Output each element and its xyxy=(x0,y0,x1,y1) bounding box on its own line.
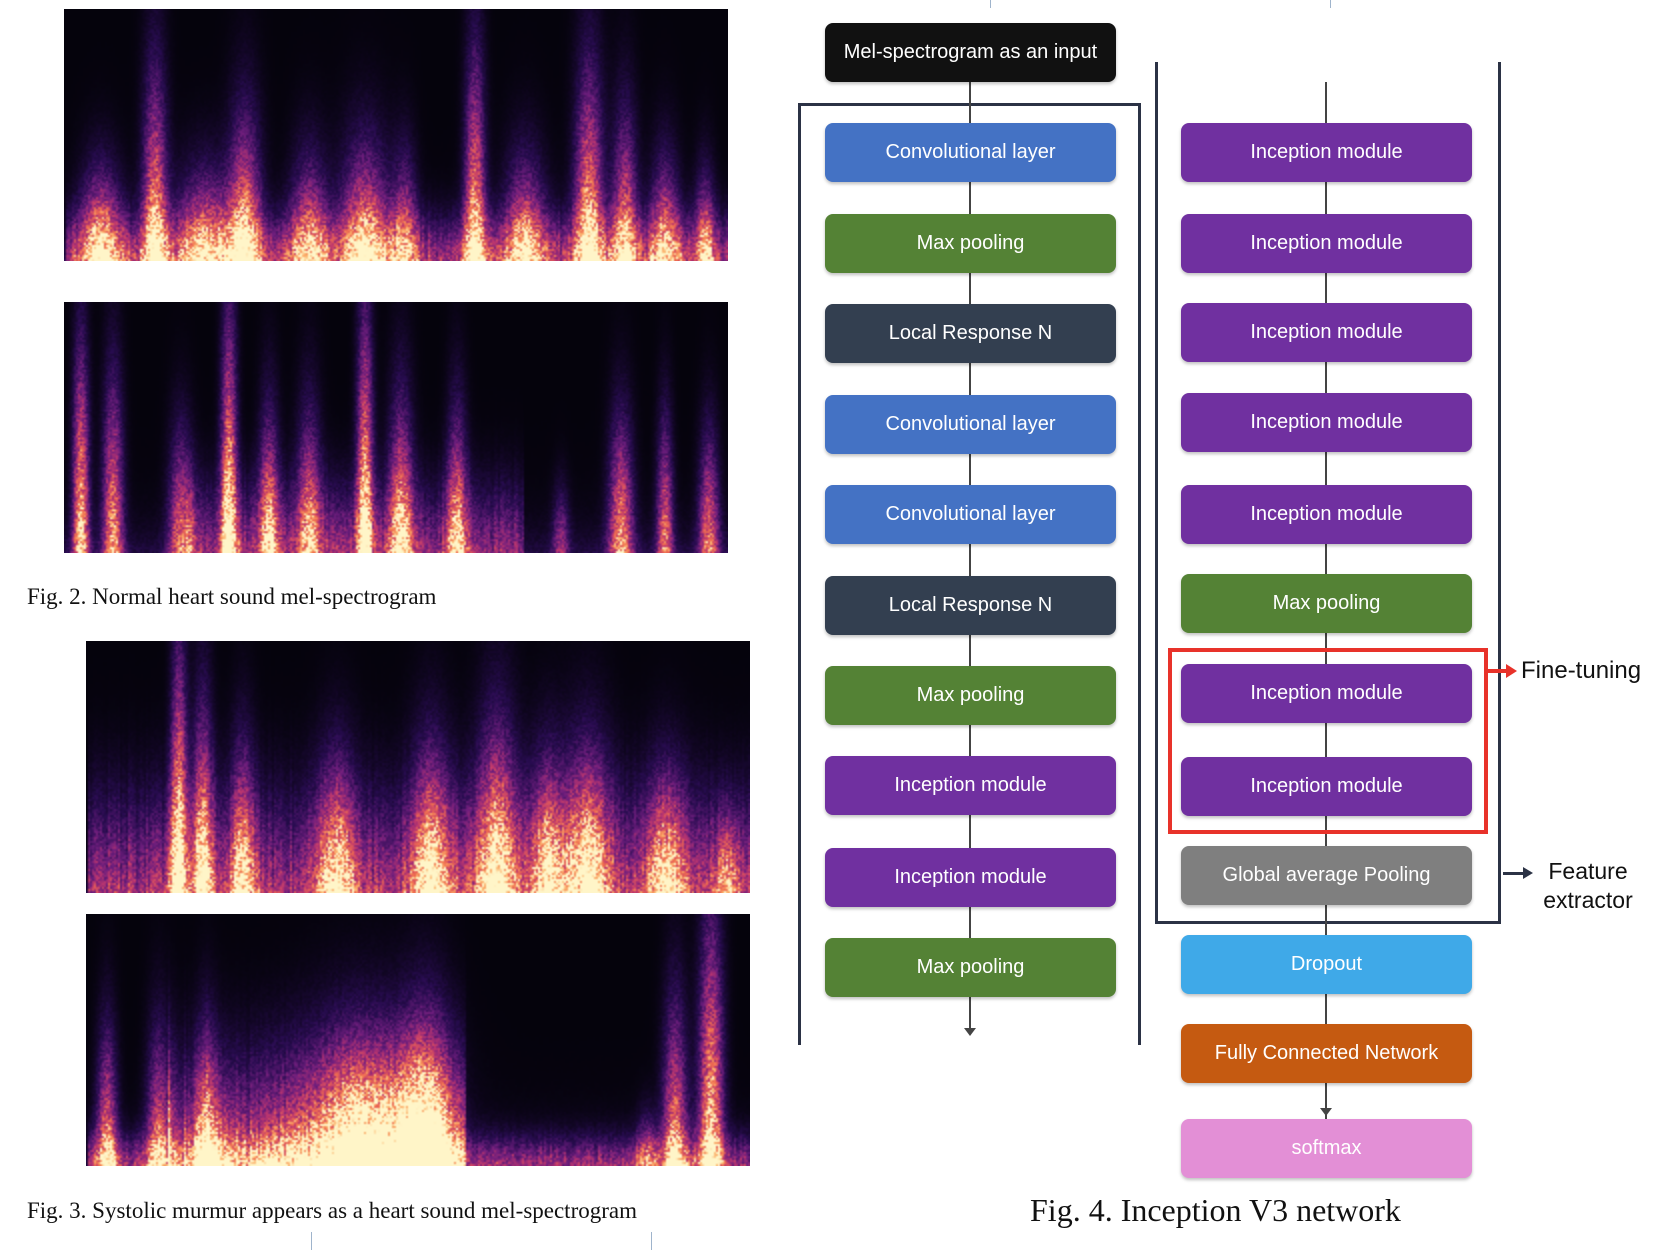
local-response-n-box: Local Response N xyxy=(825,576,1116,635)
inception-module-box: Inception module xyxy=(825,848,1116,907)
fine-tuning-highlight xyxy=(1168,648,1488,834)
max-pooling-box: Max pooling xyxy=(1181,574,1472,633)
inception-module-box: Inception module xyxy=(1181,214,1472,273)
spectrogram-normal-2 xyxy=(64,302,728,553)
feature-extractor-arrow xyxy=(1503,872,1525,875)
spectrogram-murmur-2 xyxy=(86,914,750,1166)
spectrogram-murmur-1 xyxy=(86,641,750,893)
page-tick xyxy=(990,0,991,8)
figure-4-caption: Fig. 4. Inception V3 network xyxy=(1030,1192,1401,1228)
convolutional-layer-box: Convolutional layer xyxy=(825,123,1116,182)
figure-2-caption: Fig. 2. Normal heart sound mel-spectrogr… xyxy=(27,584,437,609)
page-tick xyxy=(651,1232,652,1250)
max-pooling-box: Max pooling xyxy=(825,214,1116,273)
input-box: Mel-spectrogram as an input xyxy=(825,23,1116,82)
feature-extractor-label: Feature extractor xyxy=(1536,857,1640,915)
left-flow-arrowhead xyxy=(964,1028,976,1036)
inception-module-box: Inception module xyxy=(1181,123,1472,182)
fully-connected-network-box: Fully Connected Network xyxy=(1181,1024,1472,1083)
inception-module-box: Inception module xyxy=(1181,664,1472,723)
fine-tuning-arrow xyxy=(1488,669,1508,673)
figure-3-caption: Fig. 3. Systolic murmur appears as a hea… xyxy=(27,1198,637,1223)
left-frame-left xyxy=(798,103,801,1045)
page-tick xyxy=(1330,0,1331,8)
fine-tuning-label: Fine-tuning xyxy=(1521,657,1642,684)
inception-module-box: Inception module xyxy=(825,756,1116,815)
left-frame-right xyxy=(1138,103,1141,1045)
dropout-box: Dropout xyxy=(1181,935,1472,994)
max-pooling-box: Max pooling xyxy=(825,938,1116,997)
softmax-box: softmax xyxy=(1181,1119,1472,1178)
fine-tuning-arrowhead xyxy=(1506,664,1517,678)
feature-extractor-arrowhead xyxy=(1523,867,1533,879)
page-tick xyxy=(311,1232,312,1250)
convolutional-layer-box: Convolutional layer xyxy=(825,485,1116,544)
local-response-n-box: Local Response N xyxy=(825,304,1116,363)
right-frame-left xyxy=(1155,62,1158,924)
right-flow-arrowhead xyxy=(1320,1108,1332,1116)
inception-module-box: Inception module xyxy=(1181,485,1472,544)
spectrogram-normal-1 xyxy=(64,9,728,261)
inception-module-box: Inception module xyxy=(1181,393,1472,452)
feature-extractor-line-1: Feature xyxy=(1548,858,1628,884)
inception-module-box: Inception module xyxy=(1181,303,1472,362)
left-flow-line xyxy=(969,82,971,1030)
inception-module-box: Inception module xyxy=(1181,757,1472,816)
feature-extractor-line-2: extractor xyxy=(1543,887,1633,913)
max-pooling-box: Max pooling xyxy=(825,666,1116,725)
right-frame-right xyxy=(1498,62,1501,924)
global-average-pooling-box: Global average Pooling xyxy=(1181,846,1472,905)
right-frame-bottom xyxy=(1155,921,1501,924)
convolutional-layer-box: Convolutional layer xyxy=(825,395,1116,454)
